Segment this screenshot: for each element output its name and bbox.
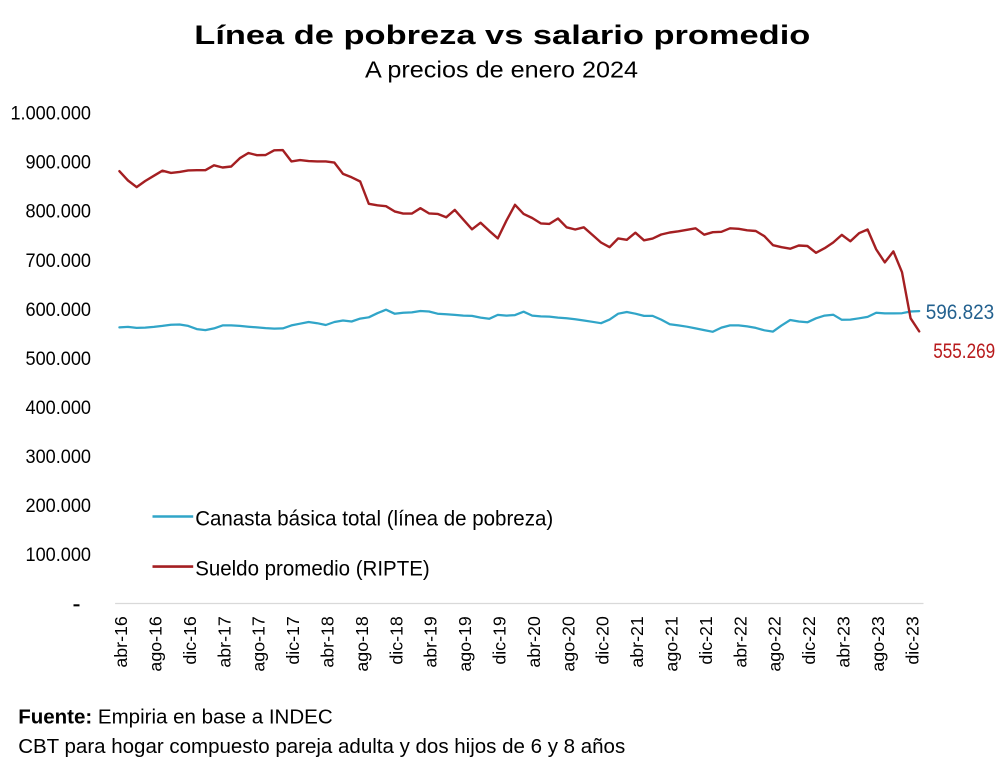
svg-text:Sueldo promedio (RIPTE): Sueldo promedio (RIPTE): [195, 558, 430, 581]
svg-text:abr-23: abr-23: [834, 616, 854, 668]
svg-text:ago-22: ago-22: [765, 616, 785, 671]
svg-text:dic-17: dic-17: [283, 616, 303, 664]
svg-text:596.823: 596.823: [926, 301, 995, 324]
svg-text:1.000.000: 1.000.000: [11, 103, 92, 125]
svg-text:700.000: 700.000: [26, 250, 92, 272]
svg-text:A precios de enero 2024: A precios de enero 2024: [365, 56, 638, 82]
svg-text:800.000: 800.000: [26, 201, 92, 223]
svg-text:abr-21: abr-21: [627, 616, 647, 668]
svg-text:abr-17: abr-17: [214, 616, 234, 667]
svg-text:ago-20: ago-20: [558, 616, 578, 671]
svg-text:dic-20: dic-20: [593, 616, 613, 665]
svg-text:Fuente: Empiria en base a INDE: Fuente: Empiria en base a INDEC: [18, 706, 333, 729]
svg-text:dic-21: dic-21: [696, 616, 716, 665]
svg-text:400.000: 400.000: [26, 397, 92, 419]
svg-text:555.269: 555.269: [933, 340, 995, 363]
svg-text:CBT para hogar compuesto parej: CBT para hogar compuesto pareja adulta y…: [18, 735, 625, 758]
svg-text:dic-23: dic-23: [902, 616, 922, 665]
svg-text:Línea de pobreza vs salario pr: Línea de pobreza vs salario promedio: [194, 20, 810, 50]
svg-text:Canasta básica total (línea de: Canasta básica total (línea de pobreza): [195, 507, 553, 530]
svg-text:abr-16: abr-16: [111, 616, 131, 668]
svg-text:600.000: 600.000: [26, 299, 92, 321]
svg-text:500.000: 500.000: [26, 348, 92, 370]
svg-text:dic-16: dic-16: [180, 616, 200, 665]
svg-text:dic-19: dic-19: [490, 616, 510, 665]
svg-text:ago-21: ago-21: [662, 616, 682, 671]
svg-text:ago-19: ago-19: [455, 616, 475, 671]
svg-text:200.000: 200.000: [26, 495, 92, 517]
svg-text:100.000: 100.000: [26, 544, 92, 566]
svg-text:abr-19: abr-19: [421, 616, 441, 668]
svg-text:300.000: 300.000: [26, 446, 92, 468]
svg-text:ago-23: ago-23: [868, 616, 888, 671]
svg-text:abr-20: abr-20: [524, 616, 544, 668]
svg-text:abr-22: abr-22: [730, 616, 750, 667]
svg-text:dic-18: dic-18: [386, 616, 406, 665]
svg-text:900.000: 900.000: [26, 152, 92, 174]
svg-text:dic-22: dic-22: [799, 616, 819, 664]
svg-text:ago-17: ago-17: [249, 616, 269, 671]
svg-text:ago-16: ago-16: [146, 616, 166, 671]
svg-text:abr-18: abr-18: [318, 616, 338, 668]
svg-text:ago-18: ago-18: [352, 616, 372, 671]
